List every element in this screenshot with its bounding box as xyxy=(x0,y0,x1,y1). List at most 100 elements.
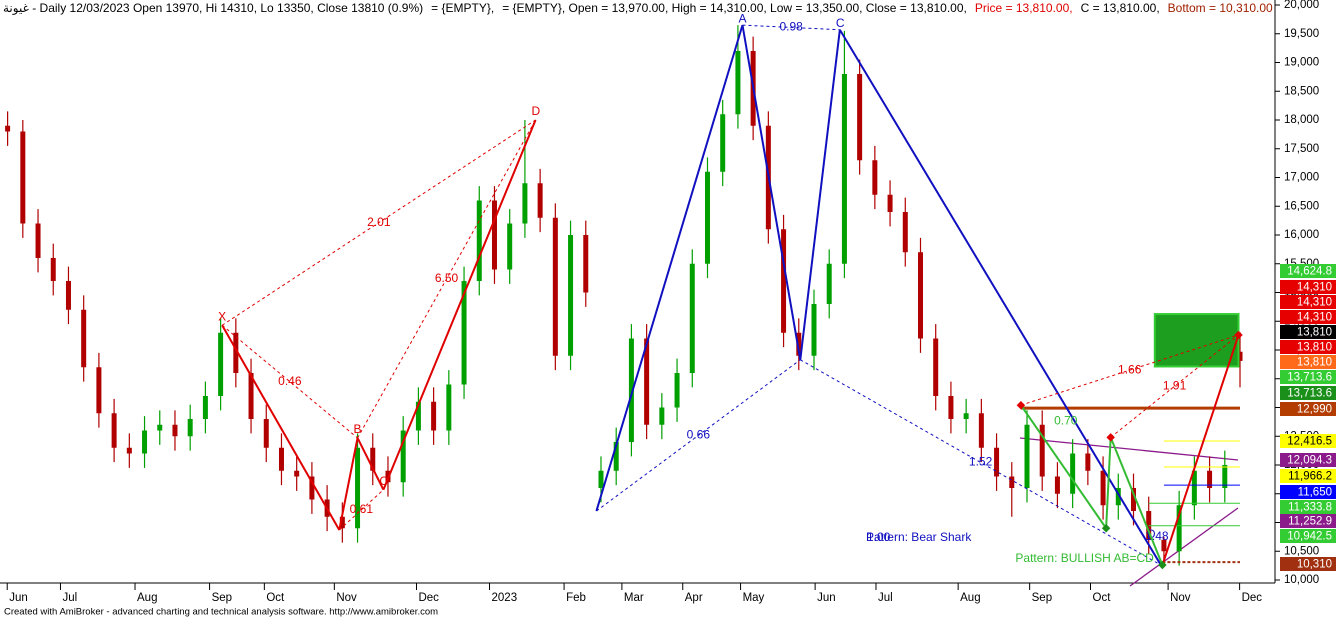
trend-line xyxy=(1129,507,1239,587)
candle-body xyxy=(704,171,710,264)
pattern-line xyxy=(382,119,537,491)
x-tick-label: Apr xyxy=(685,592,703,604)
candle-body xyxy=(309,476,315,500)
price-label: 12,094.3 xyxy=(1287,455,1332,467)
pattern-ratio: 0.66 xyxy=(687,428,711,442)
pattern-caption: Pattern: BULLISH AB=CD xyxy=(1015,551,1154,565)
candle-body xyxy=(1039,424,1045,477)
candle-body xyxy=(187,419,193,437)
pattern-line xyxy=(741,24,802,360)
pattern-point-label: D xyxy=(532,104,541,118)
candle-body xyxy=(1085,453,1091,471)
candle-body xyxy=(248,373,254,419)
x-tick-label: Sep xyxy=(1032,592,1052,604)
candle-body xyxy=(202,396,208,419)
candle-body xyxy=(491,200,497,270)
candle-body xyxy=(172,424,178,437)
candle-body xyxy=(476,200,482,281)
candle-body xyxy=(50,258,56,281)
candle-body xyxy=(826,263,832,304)
pattern-point-label: X xyxy=(218,309,226,323)
y-tick-label: 18,000 xyxy=(1284,114,1319,126)
price-label-box xyxy=(1280,355,1336,369)
pattern-dashed-line xyxy=(1020,334,1239,406)
price-label-box xyxy=(1280,340,1336,354)
pattern-line xyxy=(838,29,1162,566)
pattern-ratio: 2.01 xyxy=(367,215,391,229)
price-label: 14,624.8 xyxy=(1287,266,1332,278)
pattern-point xyxy=(1234,330,1243,340)
price-label: 14,310 xyxy=(1297,282,1332,294)
pattern-ratio: 0.46 xyxy=(278,374,302,388)
pattern-line xyxy=(1161,334,1240,566)
pattern-point xyxy=(1101,524,1111,533)
x-tick-label: Jun xyxy=(9,592,28,604)
candle-body xyxy=(1070,453,1076,494)
pattern-ratio: 1.66 xyxy=(1118,362,1142,376)
x-tick-label: Nov xyxy=(336,592,357,604)
pattern-dashed-line xyxy=(221,324,358,439)
x-tick-label: May xyxy=(743,592,765,604)
pattern-point xyxy=(1106,433,1115,442)
price-label: 10,310 xyxy=(1297,559,1332,571)
candle-body xyxy=(294,470,300,477)
pattern-line xyxy=(338,437,359,531)
candle-body xyxy=(568,235,574,356)
candle-body xyxy=(948,396,954,419)
candle-body xyxy=(659,407,665,425)
price-label-box xyxy=(1280,453,1336,467)
y-tick-label: 20,000 xyxy=(1284,0,1319,11)
pattern-point-label: A xyxy=(738,11,746,25)
x-tick-label: Aug xyxy=(960,592,980,604)
candle-body xyxy=(781,229,787,333)
trend-line xyxy=(1019,437,1239,461)
pattern-ratio: 0.61 xyxy=(350,502,374,516)
y-tick-label: 10,000 xyxy=(1284,574,1319,586)
pattern-point-label: C xyxy=(836,16,845,30)
candle-body xyxy=(674,373,680,408)
candle-body xyxy=(507,223,513,270)
y-tick-label: 10,500 xyxy=(1284,545,1319,557)
pattern-line xyxy=(799,29,841,360)
price-label: 13,810 xyxy=(1297,327,1332,339)
candle-body xyxy=(20,131,26,224)
x-tick-label: Mar xyxy=(624,592,644,604)
pattern-line xyxy=(356,437,385,491)
candle-body xyxy=(1024,424,1030,488)
price-label: 13,810 xyxy=(1297,342,1332,354)
price-label-box xyxy=(1280,469,1336,483)
x-tick-label: Oct xyxy=(1093,592,1112,604)
candle-body xyxy=(963,413,969,419)
pattern-ratio: 0.98 xyxy=(779,20,803,34)
candle-body xyxy=(431,401,437,431)
candle-body xyxy=(461,281,467,385)
price-label-box xyxy=(1280,402,1336,416)
candle-body xyxy=(1176,505,1182,552)
price-label: 10,942.5 xyxy=(1287,531,1332,543)
candle-body xyxy=(811,304,817,356)
pattern-line xyxy=(221,324,341,531)
plot-area: X B C D 0.46 0.61 2.01 6.50 A C D 0.98 0.66 1.52 1.00 1… xyxy=(5,11,1243,570)
y-tick-label: 19,500 xyxy=(1284,28,1319,40)
header-segment: C = 13,810.00, xyxy=(1081,1,1160,15)
price-label: 12,416.5 xyxy=(1287,436,1332,448)
y-tick-label: 16,000 xyxy=(1284,229,1319,241)
price-label: 14,310 xyxy=(1297,297,1332,309)
candle-body xyxy=(339,516,345,529)
pattern-dashed-line xyxy=(596,359,801,512)
candle-body xyxy=(1237,351,1243,361)
pattern-dashed-line xyxy=(742,24,840,31)
price-label-box xyxy=(1280,280,1336,294)
price-label: 11,252.9 xyxy=(1288,516,1332,528)
x-tick-label: Aug xyxy=(137,592,157,604)
x-tick-label: Dec xyxy=(1242,592,1263,604)
candle-body xyxy=(598,470,604,488)
header-segment: = {EMPTY}, Open = 13,970.00, High = 14,3… xyxy=(502,1,967,15)
candle-body xyxy=(263,419,269,448)
candle-body xyxy=(233,332,239,373)
pattern-ratio: 1.52 xyxy=(969,455,993,469)
candle-body xyxy=(796,332,802,356)
price-label: 11,650 xyxy=(1298,487,1332,499)
y-tick-label: 16,500 xyxy=(1284,200,1319,212)
